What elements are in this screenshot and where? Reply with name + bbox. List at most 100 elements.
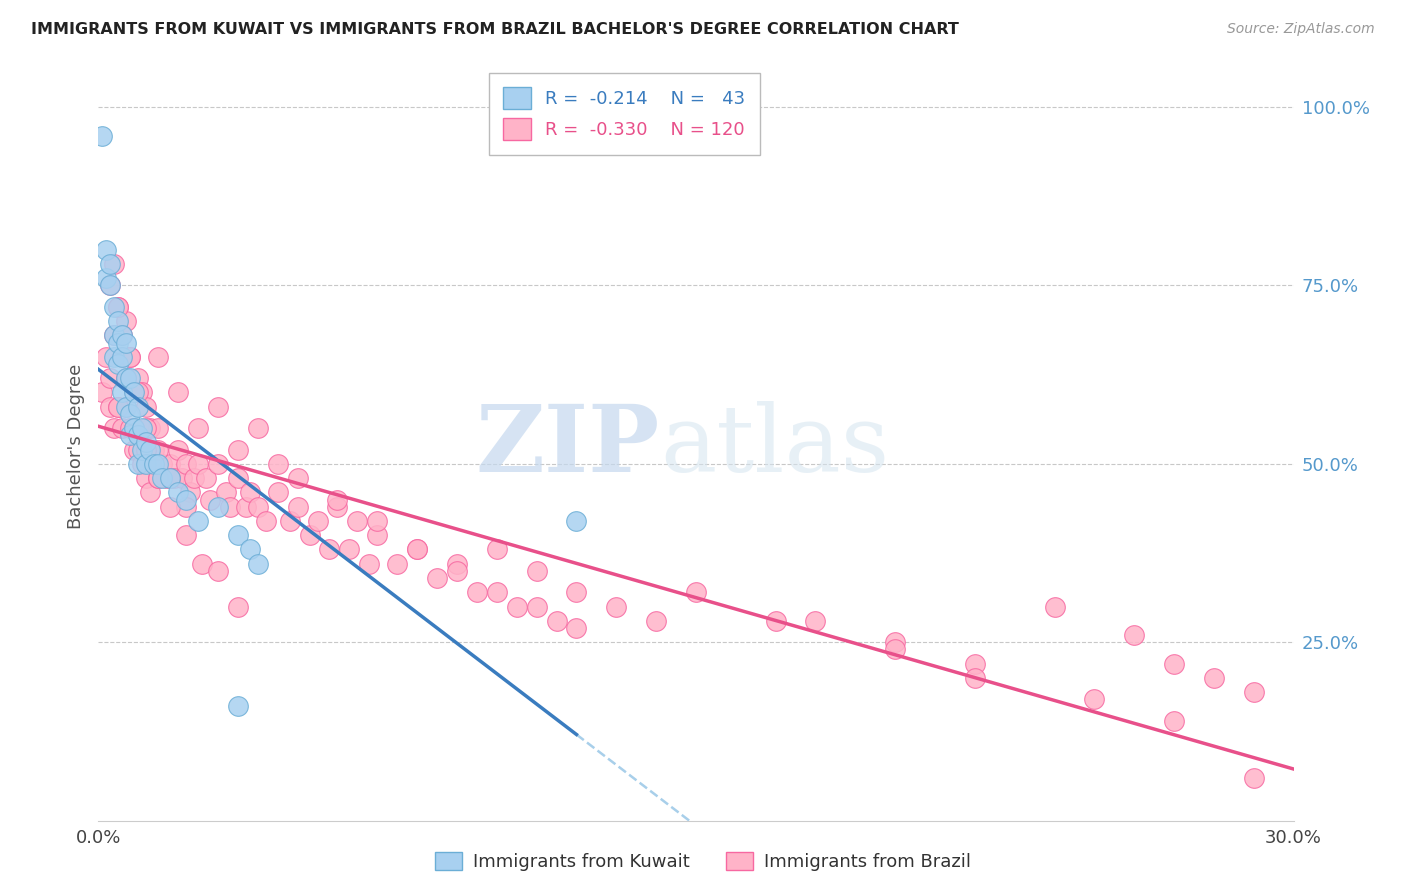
Point xyxy=(98,278,122,293)
Point xyxy=(215,485,238,500)
Legend: Immigrants from Kuwait, Immigrants from Brazil: Immigrants from Kuwait, Immigrants from … xyxy=(427,845,979,879)
Point xyxy=(135,435,157,450)
Y-axis label: Bachelor's Degree: Bachelor's Degree xyxy=(66,363,84,529)
Point xyxy=(127,371,149,385)
Point xyxy=(207,457,229,471)
Point xyxy=(103,300,125,314)
Point xyxy=(963,657,986,671)
Point xyxy=(107,357,129,371)
Point xyxy=(115,314,138,328)
Point xyxy=(150,457,173,471)
Point xyxy=(103,328,125,343)
Point xyxy=(884,642,907,657)
Point xyxy=(91,128,114,143)
Point xyxy=(298,528,321,542)
Point xyxy=(103,350,125,364)
Text: ZIP: ZIP xyxy=(475,401,661,491)
Point xyxy=(159,457,181,471)
Point xyxy=(1243,685,1265,699)
Point xyxy=(287,500,309,514)
Point xyxy=(115,400,138,414)
Point xyxy=(163,471,186,485)
Point xyxy=(120,428,142,442)
Point xyxy=(446,557,468,571)
Point xyxy=(366,514,388,528)
Text: Source: ZipAtlas.com: Source: ZipAtlas.com xyxy=(1227,22,1375,37)
Point xyxy=(91,385,114,400)
Point xyxy=(127,400,149,414)
Point xyxy=(135,457,157,471)
Point xyxy=(359,557,381,571)
Point xyxy=(155,471,177,485)
Point xyxy=(1123,628,1146,642)
Point xyxy=(124,442,146,457)
Point xyxy=(148,457,170,471)
Point xyxy=(167,385,190,400)
Point xyxy=(385,557,409,571)
Point xyxy=(143,442,166,457)
Point xyxy=(485,542,508,557)
Point xyxy=(326,500,349,514)
Point xyxy=(226,528,249,542)
Point xyxy=(127,428,149,442)
Point xyxy=(235,500,257,514)
Point xyxy=(107,400,129,414)
Point xyxy=(131,421,153,435)
Point xyxy=(139,421,162,435)
Point xyxy=(1083,692,1105,706)
Point xyxy=(124,421,146,435)
Point xyxy=(226,471,249,485)
Point xyxy=(179,485,201,500)
Point xyxy=(1163,657,1185,671)
Point xyxy=(174,500,197,514)
Point xyxy=(96,243,118,257)
Point xyxy=(115,400,138,414)
Point xyxy=(148,471,170,485)
Point xyxy=(167,442,190,457)
Point xyxy=(426,571,449,585)
Point xyxy=(120,421,142,435)
Point xyxy=(187,457,209,471)
Point xyxy=(1202,671,1225,685)
Point xyxy=(1243,771,1265,785)
Point xyxy=(219,500,242,514)
Point xyxy=(485,585,508,599)
Point xyxy=(148,471,170,485)
Point xyxy=(107,300,129,314)
Point xyxy=(174,528,197,542)
Point xyxy=(526,599,548,614)
Point xyxy=(148,442,170,457)
Point xyxy=(135,471,157,485)
Point xyxy=(307,514,329,528)
Point xyxy=(546,614,568,628)
Point xyxy=(246,421,269,435)
Point xyxy=(765,614,787,628)
Point xyxy=(115,371,138,385)
Point xyxy=(187,514,209,528)
Point xyxy=(174,457,197,471)
Point xyxy=(526,564,548,578)
Point xyxy=(174,492,197,507)
Point xyxy=(111,421,134,435)
Point xyxy=(135,442,157,457)
Point xyxy=(159,471,181,485)
Text: IMMIGRANTS FROM KUWAIT VS IMMIGRANTS FROM BRAZIL BACHELOR'S DEGREE CORRELATION C: IMMIGRANTS FROM KUWAIT VS IMMIGRANTS FRO… xyxy=(31,22,959,37)
Point xyxy=(804,614,827,628)
Point xyxy=(645,614,668,628)
Point xyxy=(124,385,146,400)
Point xyxy=(127,457,149,471)
Point xyxy=(120,350,142,364)
Point xyxy=(107,300,129,314)
Point xyxy=(207,500,229,514)
Point xyxy=(565,514,588,528)
Point xyxy=(963,671,986,685)
Point xyxy=(98,400,122,414)
Point xyxy=(366,528,388,542)
Point xyxy=(98,278,122,293)
Point xyxy=(226,599,249,614)
Point xyxy=(226,442,249,457)
Point xyxy=(685,585,707,599)
Point xyxy=(207,564,229,578)
Point xyxy=(120,350,142,364)
Point xyxy=(172,471,194,485)
